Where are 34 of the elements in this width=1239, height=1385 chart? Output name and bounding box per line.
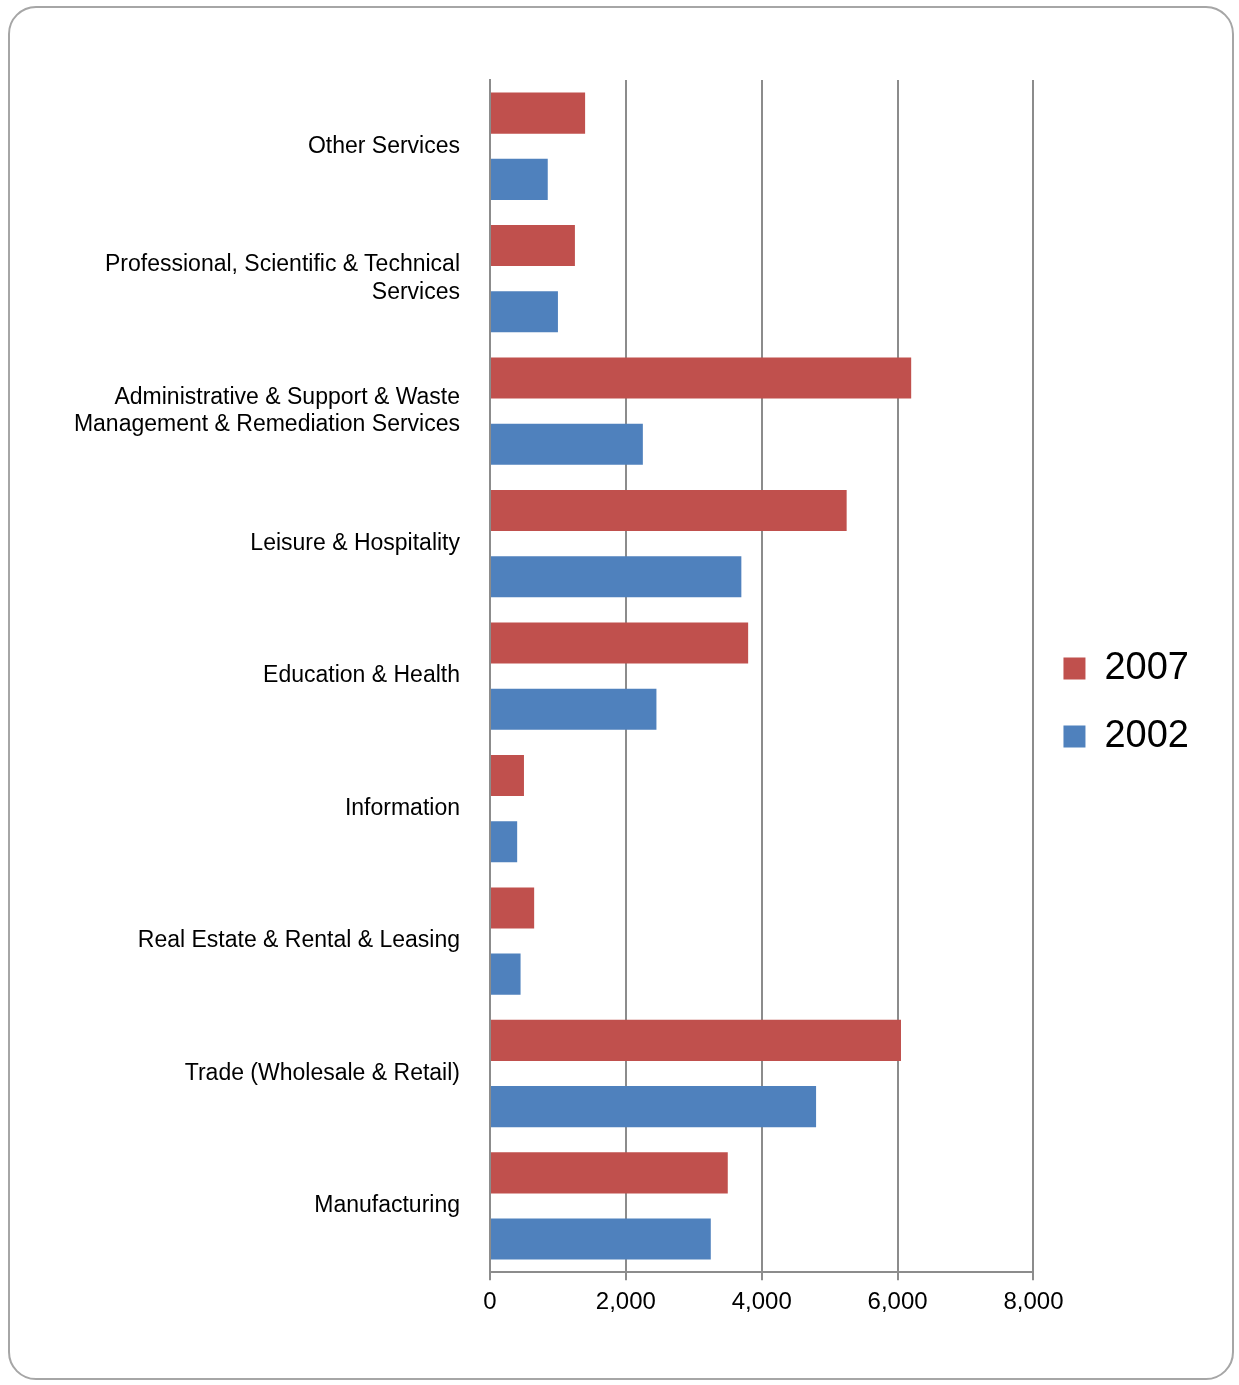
bar: [491, 1086, 817, 1128]
bar: [491, 489, 847, 532]
y-tick-label: Manufacturing: [314, 1191, 460, 1218]
bar: [491, 754, 524, 796]
bar: [491, 291, 558, 333]
bar: [491, 688, 657, 730]
bar: [491, 1152, 728, 1194]
bar: [491, 887, 535, 929]
x-tick-label: 8,000: [1003, 1287, 1064, 1315]
y-tick-label: Education & Health: [263, 661, 460, 688]
y-tick-label: Other Services: [307, 131, 460, 158]
bar: [491, 92, 586, 134]
y-tick-label: Trade (Wholesale & Retail): [184, 1058, 460, 1085]
bar: [491, 357, 912, 399]
bar: [491, 1218, 711, 1260]
y-tick-label: Leisure & Hospitality: [250, 528, 461, 555]
y-tick-label: Information: [344, 793, 460, 820]
y-tick-label: Administrative & Support & Waste Management & Remediation Services: [73, 382, 460, 437]
bar: [491, 556, 742, 598]
bar: [491, 158, 548, 200]
bar: [491, 1019, 901, 1061]
x-tick-label: 0: [483, 1287, 497, 1315]
legend-label: 2002: [1104, 712, 1190, 755]
bar: [491, 622, 749, 664]
bar: [491, 423, 643, 465]
y-tick-label: Real Estate & Rental & Leasing: [137, 926, 460, 953]
x-tick-label: 6,000: [867, 1287, 928, 1315]
x-tick-label: 4,000: [731, 1287, 792, 1315]
bar: [491, 953, 521, 995]
legend-label: 2007: [1104, 644, 1190, 687]
bar: [491, 225, 575, 267]
y-tick-label: Professional, Scientific & Technical Services: [105, 250, 460, 304]
bar: [491, 821, 518, 863]
x-tick-label: 2,000: [595, 1287, 656, 1315]
